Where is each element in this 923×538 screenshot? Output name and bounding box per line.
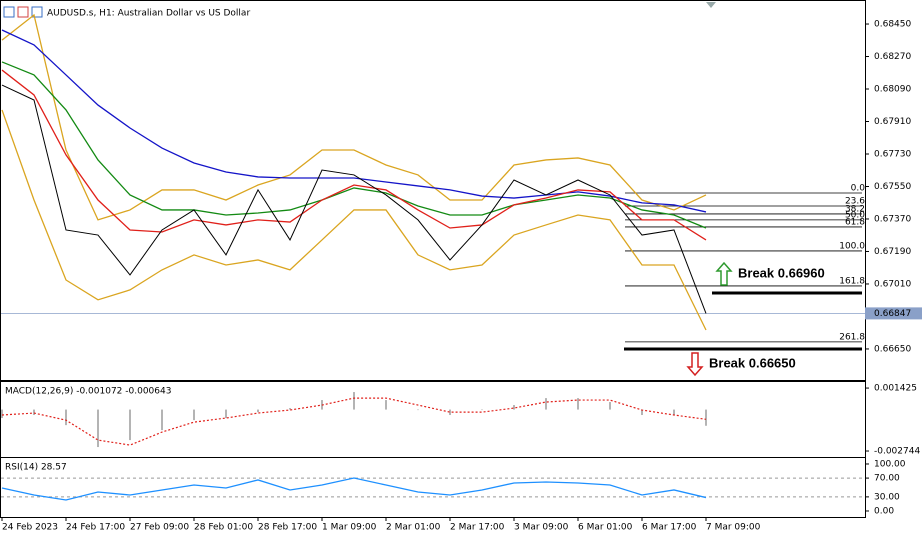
panel-frame [0,0,866,381]
x-tick-label: 6 Mar 17:00 [642,523,697,533]
x-tick-label: 2 Mar 17:00 [450,523,505,533]
histogram-bar [161,409,163,431]
histogram-bar [289,408,291,410]
histogram-bar [97,409,99,448]
y-tick-label: 0.67730 [874,149,911,159]
histogram-bar [33,409,35,416]
series-line [1,477,707,501]
x-tick-label: 27 Feb 09:00 [130,523,189,533]
x-tick-label: 24 Feb 17:00 [66,523,125,533]
fib-label: 100.0 [839,241,865,251]
current-price-box [865,307,922,320]
signal-line [1,397,707,446]
y-tick-label: 0.67190 [874,247,911,257]
fib-label: 38.2 [845,204,865,214]
series-line [1,13,707,221]
histogram-bar [257,409,259,413]
histogram-bar [577,398,579,410]
y-tick-label: 100.00 [874,459,906,469]
chart-title: AUDUSD.s, H1: Australian Dollar vs US Do… [47,9,250,19]
x-tick-label: 28 Feb 17:00 [258,523,317,533]
y-tick-label: 0.001425 [874,384,917,394]
histogram-bar [65,409,67,426]
x-tick-label: 7 Mar 09:00 [706,523,761,533]
fib-label: 23.6 [845,196,865,206]
x-tick-label: 24 Feb 2023 [2,523,58,533]
icon [31,6,43,18]
histogram-bar [641,409,643,416]
fib-label: 61.8 [845,217,865,227]
histogram-bar [705,409,707,426]
y-tick-label: 0.67550 [874,182,911,192]
y-tick-label: 0.68450 [874,20,911,30]
current-price-label: 0.66847 [874,309,911,319]
histogram-bar [513,405,515,410]
y-tick-label: 0.67010 [874,279,911,289]
histogram-bar [545,398,547,410]
rsi-title: RSI(14) 28.57 [5,463,67,473]
series-line [1,29,707,213]
break-arrow [686,352,704,377]
icon [17,6,29,18]
scroll-marker [706,2,716,8]
series-line [1,84,707,314]
x-tick-label: 1 Mar 09:00 [322,523,377,533]
y-tick-label: -0.002744 [874,447,920,457]
fib-label: 161.8 [839,276,865,286]
series-line [1,61,707,229]
histogram-bar [609,402,611,410]
y-tick-label: 0.68270 [874,52,911,62]
series-line [1,69,707,241]
histogram-bar [353,392,355,410]
y-tick-label: 30.00 [874,492,900,502]
y-tick-label: 0.68090 [874,85,911,95]
panel-frame [0,457,866,518]
histogram-bar [385,400,387,410]
histogram-bar [129,409,131,441]
histogram-bar [225,409,227,419]
x-tick-label: 2 Mar 01:00 [386,523,441,533]
x-tick-label: 28 Feb 01:00 [194,523,253,533]
y-tick-label: 70.00 [874,474,900,484]
break-label: Break 0.66650 [709,355,796,370]
break-label: Break 0.66960 [738,265,825,280]
histogram-bar [1,409,3,419]
y-tick-label: 0.67370 [874,214,911,224]
histogram-bar [449,409,451,416]
fib-label: 261.8 [839,332,865,342]
x-tick-label: 6 Mar 01:00 [578,523,633,533]
histogram-bar [193,409,195,421]
series-line [1,109,707,331]
fib-label: 0.0 [851,183,866,193]
y-tick-label: 0.66650 [874,344,911,354]
fib-label: 50.0 [845,210,865,220]
macd-title: MACD(12,26,9) -0.001072 -0.000643 [5,387,171,397]
histogram-bar [481,409,483,411]
y-tick-label: 0.00 [874,506,894,516]
break-arrow [715,261,733,286]
histogram-bar [417,409,419,411]
y-tick-label: 0.67910 [874,117,911,127]
x-tick-label: 3 Mar 09:00 [514,523,569,533]
histogram-bar [673,409,675,416]
icon [3,6,15,18]
toolbar-icons [3,6,43,18]
